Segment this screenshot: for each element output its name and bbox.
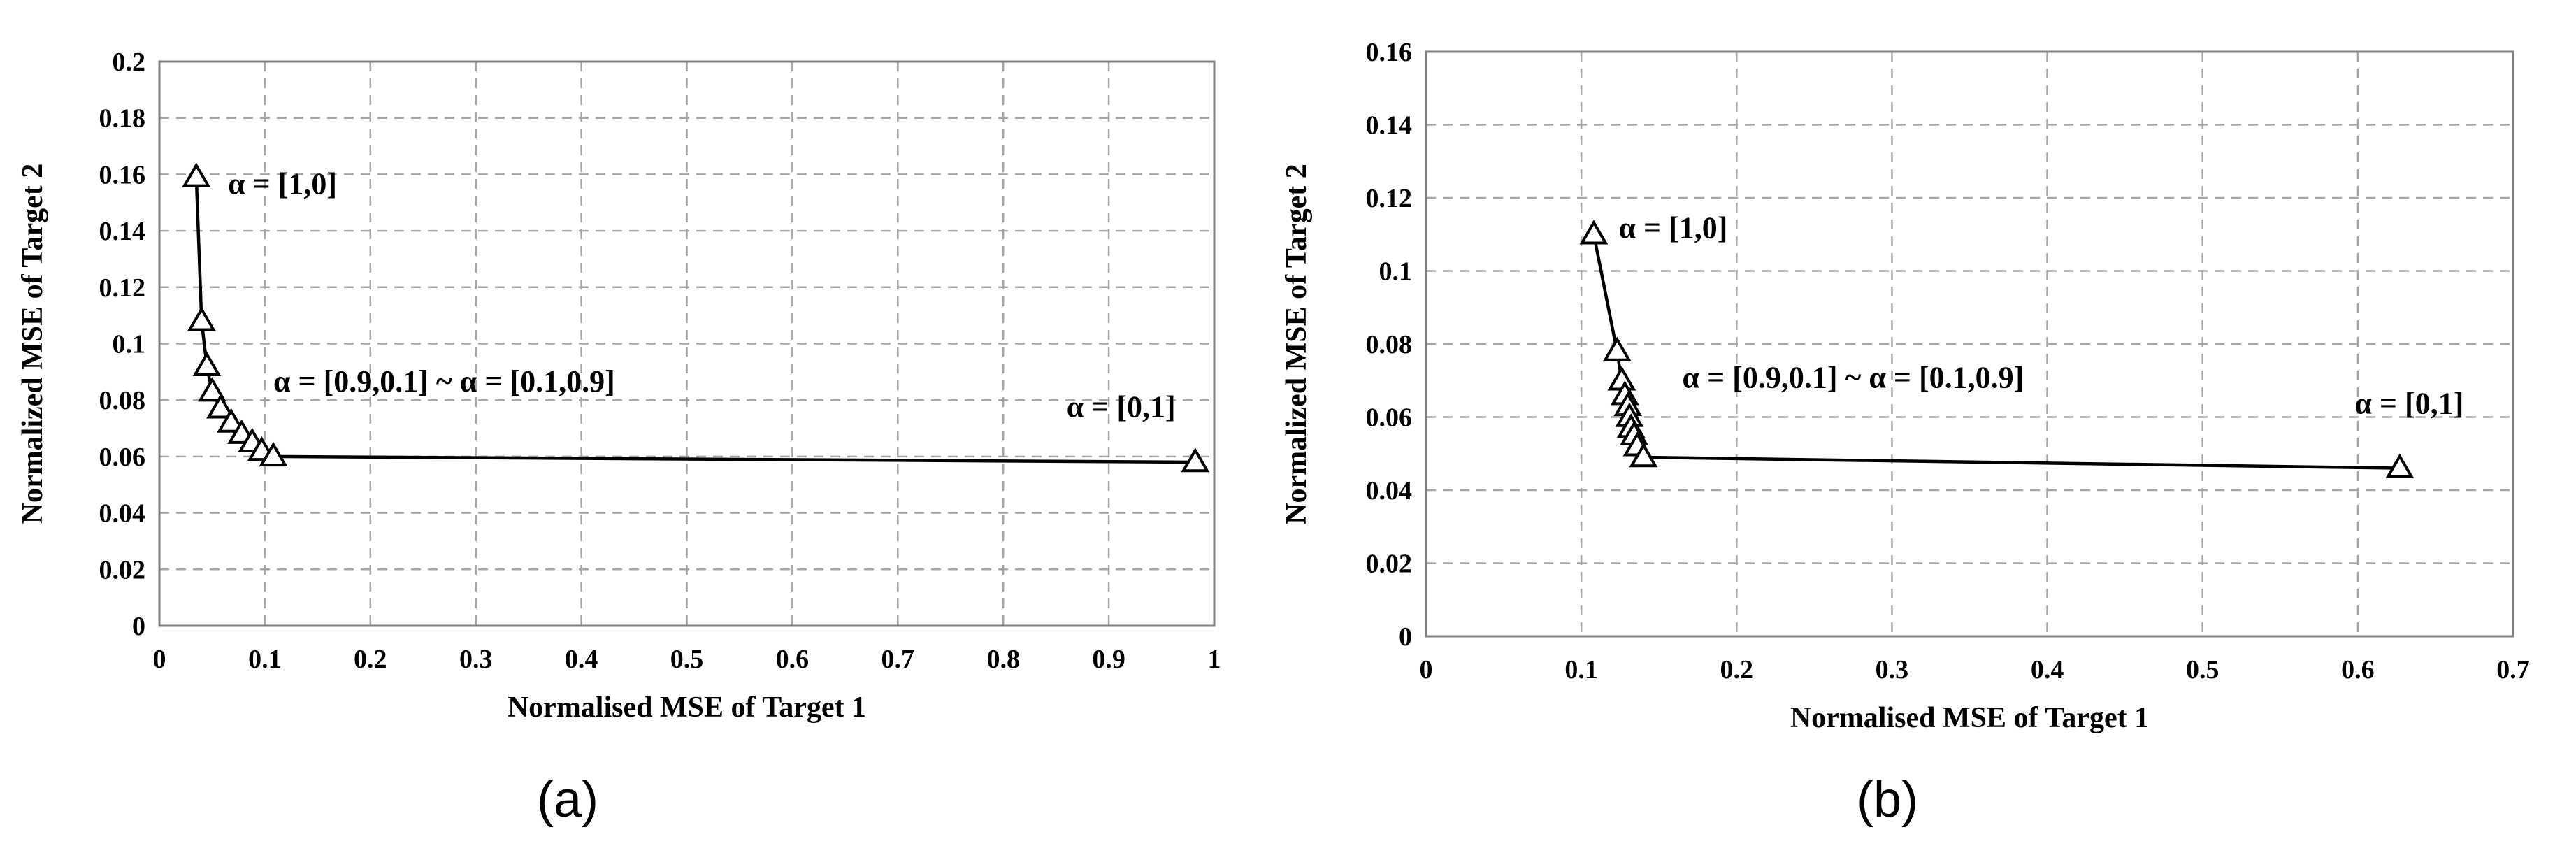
subfigure-caption: (a) bbox=[537, 772, 598, 828]
data-point-marker bbox=[182, 162, 211, 187]
x-tick-label: 0.2 bbox=[1720, 655, 1754, 684]
y-tick-label: 0.06 bbox=[1366, 403, 1413, 433]
y-tick-label: 0.2 bbox=[113, 48, 146, 77]
x-tick-label: 0.9 bbox=[1092, 645, 1125, 674]
y-tick-label: 0.08 bbox=[99, 386, 146, 415]
y-tick-label: 0.12 bbox=[99, 273, 146, 303]
x-tick-label: 0.1 bbox=[1564, 655, 1598, 684]
y-tick-label: 0.08 bbox=[1366, 330, 1413, 359]
x-tick-label: 0.7 bbox=[882, 645, 915, 674]
y-tick-label: 0.02 bbox=[1366, 550, 1413, 579]
data-point-marker bbox=[187, 306, 216, 331]
alpha-annotation: α = [0.9,0.1] ~ α = [0.1,0.9] bbox=[1683, 361, 2024, 395]
data-point-marker bbox=[259, 441, 288, 467]
x-tick-label: 0.2 bbox=[354, 645, 387, 674]
x-tick-label: 0.6 bbox=[2341, 655, 2375, 684]
x-tick-label: 0 bbox=[1420, 655, 1433, 684]
series-line bbox=[1592, 234, 2400, 470]
alpha-annotation: α = [1,0] bbox=[228, 167, 337, 201]
x-tick-label: 0.5 bbox=[2186, 655, 2219, 684]
y-tick-label: 0.14 bbox=[1366, 111, 1413, 141]
x-tick-label: 0.4 bbox=[2031, 655, 2064, 684]
y-tick-label: 0.16 bbox=[99, 160, 146, 189]
alpha-annotation: α = [0,1] bbox=[2354, 386, 2463, 420]
alpha-annotation: α = [1,0] bbox=[1618, 210, 1727, 245]
y-tick-label: 0.16 bbox=[1366, 38, 1413, 67]
alpha-annotation: α = [0.9,0.1] ~ α = [0.1,0.9] bbox=[273, 364, 615, 399]
y-tick-label: 0.1 bbox=[1379, 257, 1413, 287]
y-axis-title: Normalized MSE of Target 2 bbox=[17, 164, 49, 524]
plot-frame bbox=[158, 60, 1216, 627]
data-point-marker bbox=[1181, 447, 1210, 473]
x-tick-label: 0.5 bbox=[670, 645, 704, 674]
y-tick-label: 0.12 bbox=[1366, 184, 1413, 213]
data-point-marker bbox=[192, 351, 222, 377]
subfigure-caption: (b) bbox=[1857, 772, 1918, 828]
x-tick-label: 0.7 bbox=[2496, 655, 2530, 684]
x-tick-label: 0 bbox=[153, 645, 166, 674]
chart-1: 0 0.02 0.04 0.06 0.08 0.1 0.12 0.14 0.16 0 0.1 0.2 0… bbox=[1281, 38, 2530, 828]
data-point-marker bbox=[2385, 453, 2415, 478]
data-point-marker bbox=[1602, 336, 1632, 361]
series-line bbox=[194, 177, 1195, 464]
x-axis-title: Normalised MSE of Target 1 bbox=[1790, 702, 2149, 734]
y-tick-label: 0 bbox=[132, 612, 145, 641]
x-tick-label: 0.6 bbox=[776, 645, 810, 674]
y-tick-label: 0.14 bbox=[99, 217, 146, 246]
x-axis-title: Normalised MSE of Target 1 bbox=[508, 691, 866, 724]
data-point-marker bbox=[1629, 442, 1658, 468]
x-tick-label: 0.4 bbox=[565, 645, 598, 674]
x-tick-label: 0.8 bbox=[986, 645, 1020, 674]
data-point-marker bbox=[197, 377, 226, 402]
y-tick-label: 0.1 bbox=[113, 330, 146, 359]
x-tick-label: 0.3 bbox=[1876, 655, 1909, 684]
y-tick-label: 0.06 bbox=[99, 443, 146, 472]
y-tick-label: 0.02 bbox=[99, 555, 146, 585]
y-tick-label: 0.04 bbox=[99, 499, 146, 529]
chart-0: 0 0.02 0.04 0.06 0.08 0.1 0.12 0.14 0.16 0.18 0.2 0… bbox=[17, 48, 1221, 828]
x-tick-label: 1 bbox=[1208, 645, 1221, 674]
y-axis-title: Normalized MSE of Target 2 bbox=[1281, 164, 1313, 524]
x-tick-label: 0.3 bbox=[459, 645, 493, 674]
y-tick-label: 0.18 bbox=[99, 104, 146, 134]
y-tick-label: 0.04 bbox=[1366, 476, 1413, 506]
alpha-annotation: α = [0,1] bbox=[1067, 389, 1176, 424]
data-point-marker bbox=[206, 394, 235, 419]
y-tick-label: 0 bbox=[1399, 622, 1412, 652]
data-point-marker bbox=[1579, 220, 1609, 245]
plot-frame bbox=[1425, 50, 2514, 638]
x-tick-label: 0.1 bbox=[248, 645, 282, 674]
data-point-marker bbox=[217, 408, 246, 433]
